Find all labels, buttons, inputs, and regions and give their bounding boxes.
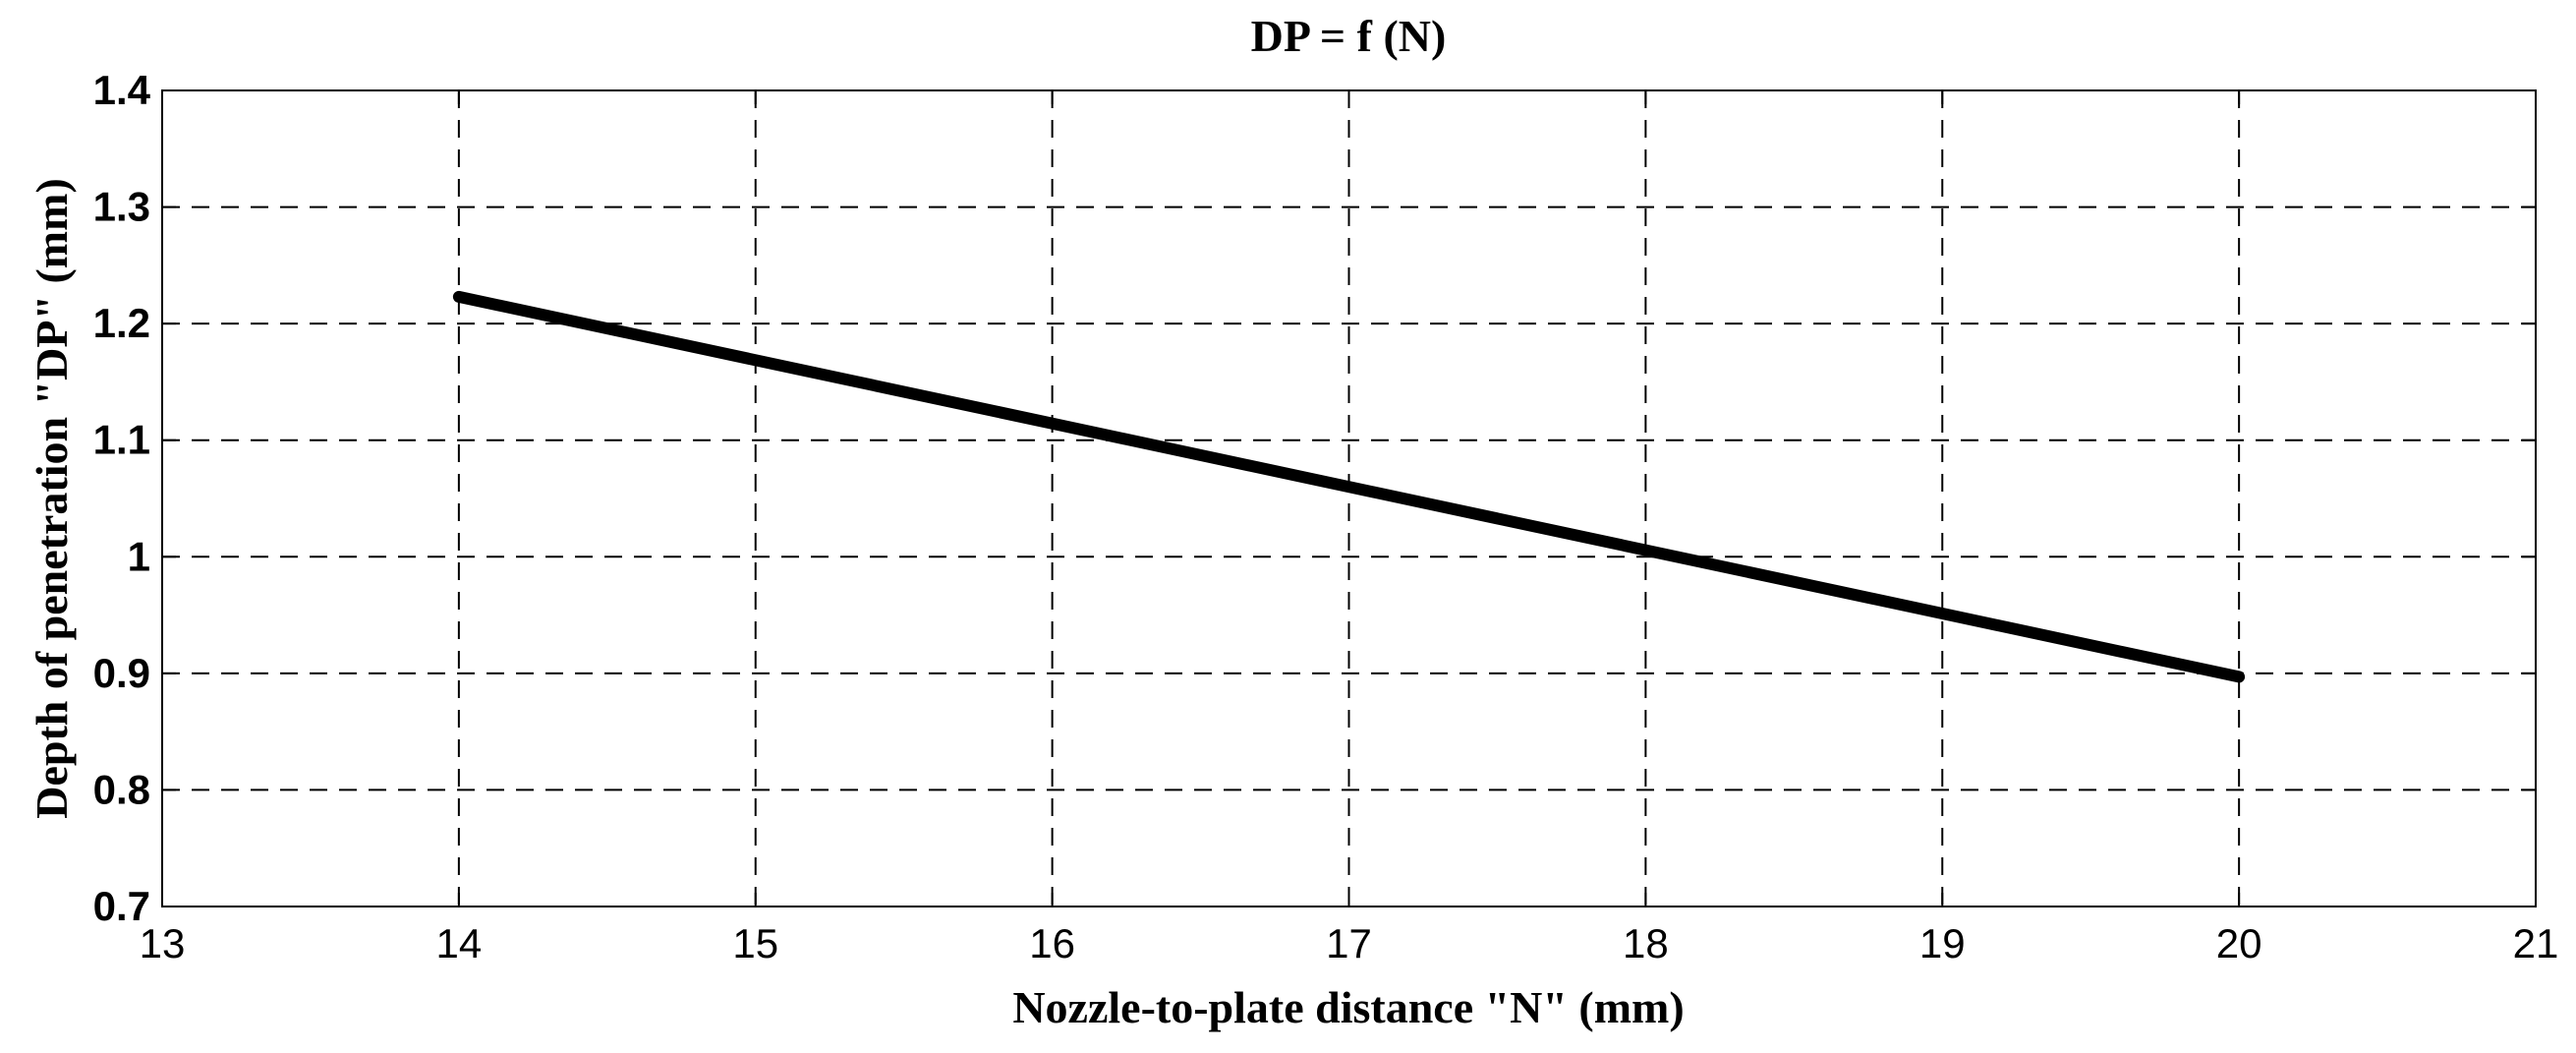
y-tick-label: 1.2 bbox=[93, 300, 150, 346]
grid-lines bbox=[162, 90, 2536, 907]
x-tick-label: 14 bbox=[436, 920, 483, 966]
y-tick-label: 0.7 bbox=[93, 883, 150, 929]
y-tick-labels: 0.7 0.8 0.9 1 1.1 1.2 1.3 1.4 bbox=[93, 67, 151, 929]
x-tick-label: 21 bbox=[2513, 920, 2559, 966]
x-tick-label: 15 bbox=[732, 920, 778, 966]
series-lines bbox=[452, 290, 2246, 683]
series-line bbox=[452, 290, 2246, 683]
y-tick-label: 1.3 bbox=[93, 184, 150, 230]
x-tick-labels: 13 14 15 16 17 18 19 20 21 bbox=[140, 920, 2559, 966]
x-tick-label: 17 bbox=[1326, 920, 1372, 966]
y-tick-label: 0.9 bbox=[93, 650, 150, 696]
x-tick-label: 16 bbox=[1029, 920, 1075, 966]
tick-marks bbox=[161, 89, 2537, 907]
y-axis-label: Depth of penetration "DP" (mm) bbox=[27, 178, 77, 819]
x-tick-label: 18 bbox=[1623, 920, 1669, 966]
y-tick-label: 1 bbox=[128, 533, 150, 579]
x-tick-label: 20 bbox=[2216, 920, 2262, 966]
x-axis-label: Nozzle-to-plate distance "N" (mm) bbox=[1012, 982, 1684, 1032]
x-tick-label: 13 bbox=[140, 920, 186, 966]
y-tick-label: 0.8 bbox=[93, 766, 150, 812]
y-tick-label: 1.4 bbox=[93, 67, 151, 113]
x-tick-label: 19 bbox=[1919, 920, 1966, 966]
chart-title: DP = f (N) bbox=[1251, 11, 1447, 61]
y-tick-label: 1.1 bbox=[93, 417, 150, 463]
